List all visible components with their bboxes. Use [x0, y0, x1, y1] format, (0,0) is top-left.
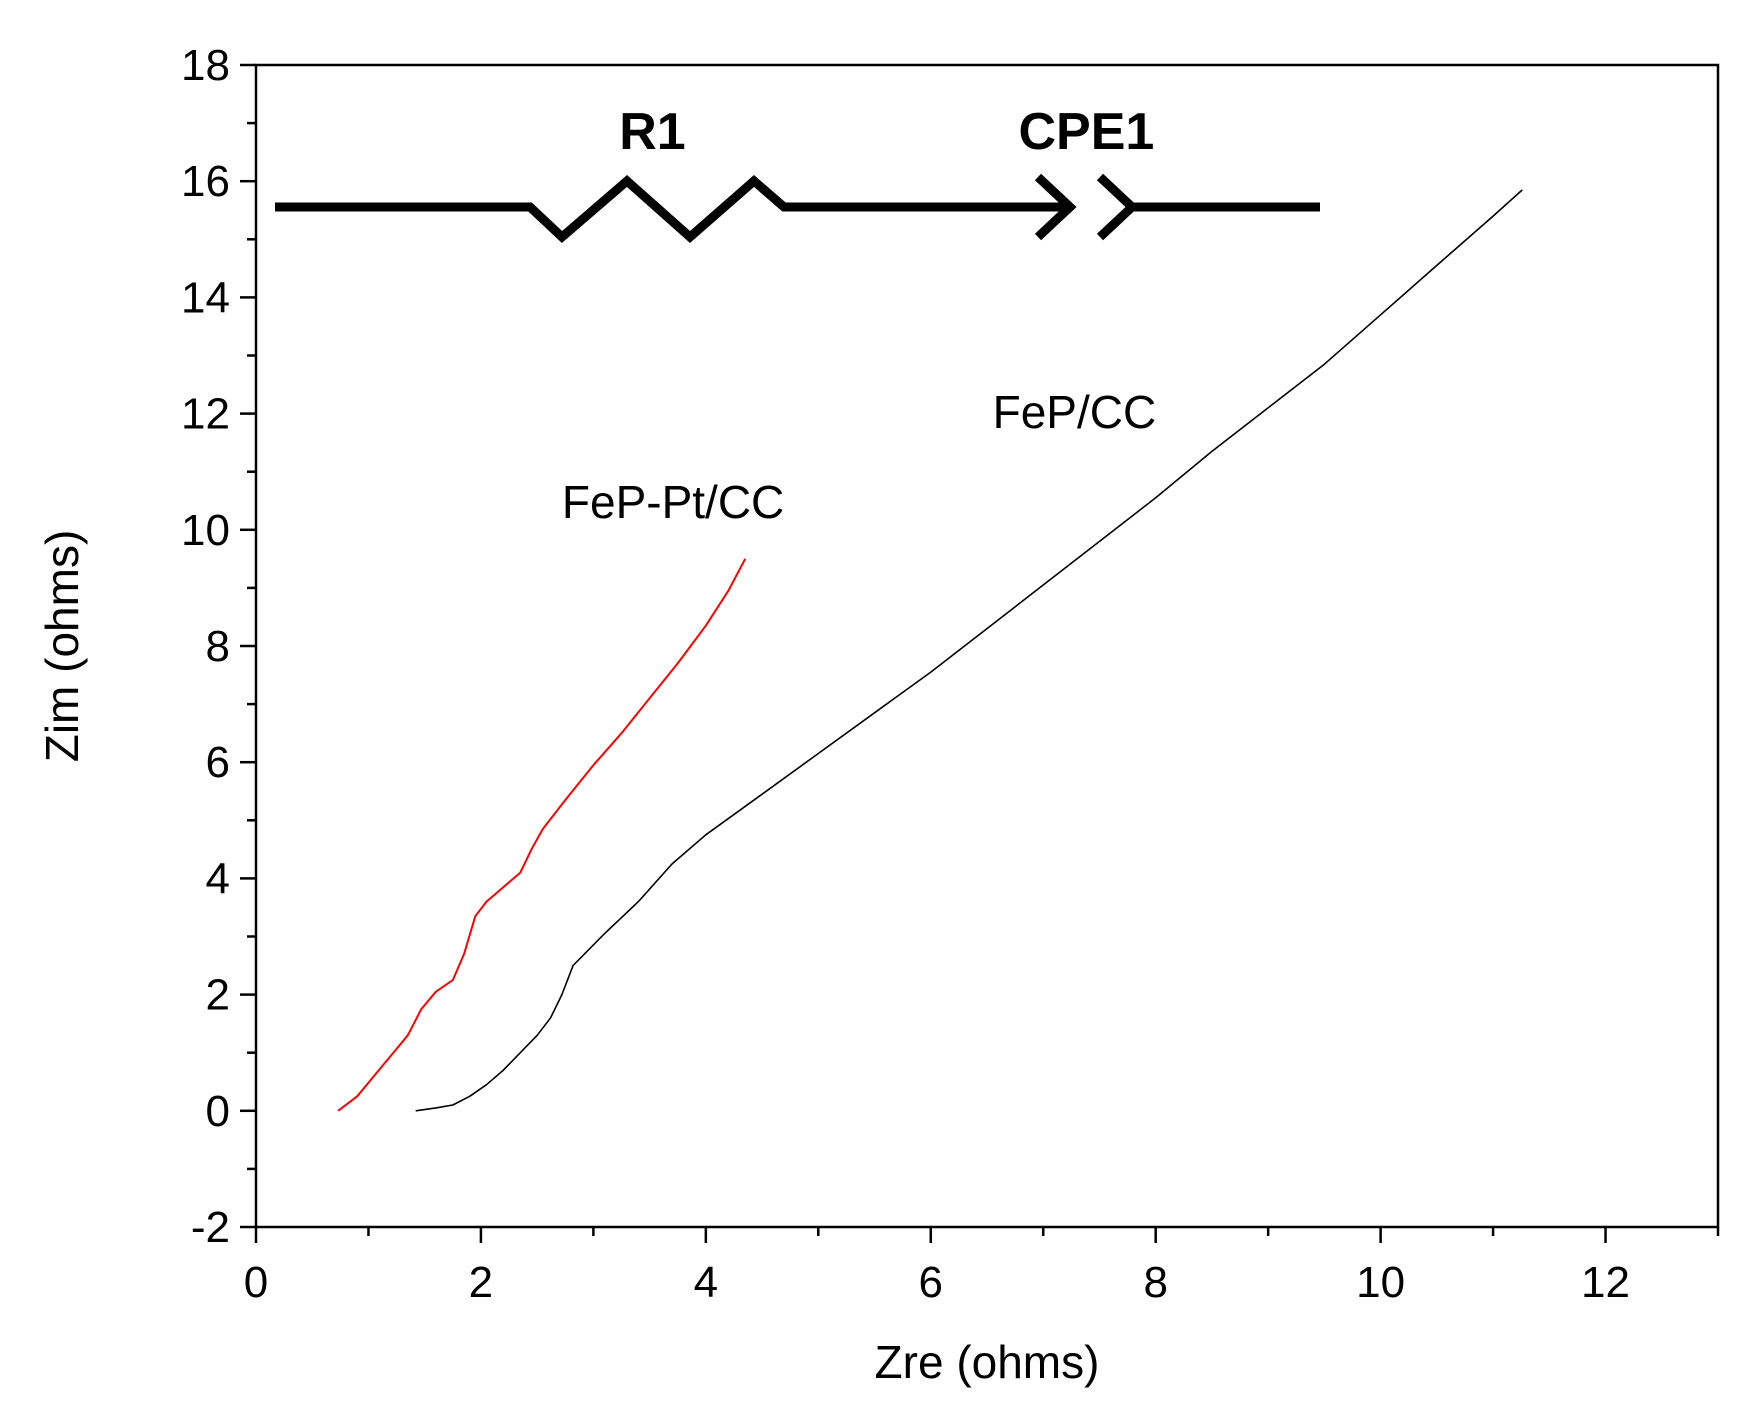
y-tick-label: 2	[206, 971, 230, 1020]
tick-labels: 0 2 4 6 8 10 12 -2 0 2 4 6 8 10 12 14 16 18	[181, 41, 1630, 1307]
y-tick-label: 16	[181, 157, 230, 206]
x-axis-title: Zre (ohms)	[875, 1336, 1100, 1388]
x-tick-label: 6	[919, 1258, 943, 1307]
x-tick-label: 8	[1143, 1258, 1167, 1307]
y-axis-title: Zim (ohms)	[36, 530, 88, 763]
plot-frame	[254, 63, 1720, 1229]
x-tick-label: 12	[1581, 1258, 1630, 1307]
axis-ticks	[240, 63, 1720, 1243]
y-tick-label: 14	[181, 273, 230, 322]
y-tick-label: 6	[206, 738, 230, 787]
annotation-fep-cc: FeP/CC	[993, 386, 1157, 438]
y-tick-label: 12	[181, 390, 230, 439]
y-tick-label: 0	[206, 1087, 230, 1136]
y-tick-label: 8	[206, 622, 230, 671]
series-fep-pt-cc-line	[337, 558, 747, 1112]
y-tick-label: 10	[181, 506, 230, 555]
annotation-r1: R1	[619, 103, 685, 161]
cpe-bracket-right	[1096, 173, 1139, 241]
y-tick-label: 4	[206, 854, 230, 903]
x-tick-label: 4	[694, 1258, 718, 1307]
y-tick-label: 18	[181, 41, 230, 90]
x-tick-label: 2	[469, 1258, 493, 1307]
cpe-bracket-left	[1034, 173, 1077, 241]
annotation-fep-pt-cc: FeP-Pt/CC	[562, 476, 784, 528]
annotation-cpe1: CPE1	[1018, 103, 1154, 161]
x-tick-label: 0	[244, 1258, 268, 1307]
circuit-diagram	[275, 173, 1320, 244]
series-fep-cc-line	[415, 189, 1523, 1112]
x-tick-label: 10	[1356, 1258, 1405, 1307]
resistor-symbol	[275, 175, 1072, 244]
y-tick-label: -2	[191, 1203, 230, 1252]
